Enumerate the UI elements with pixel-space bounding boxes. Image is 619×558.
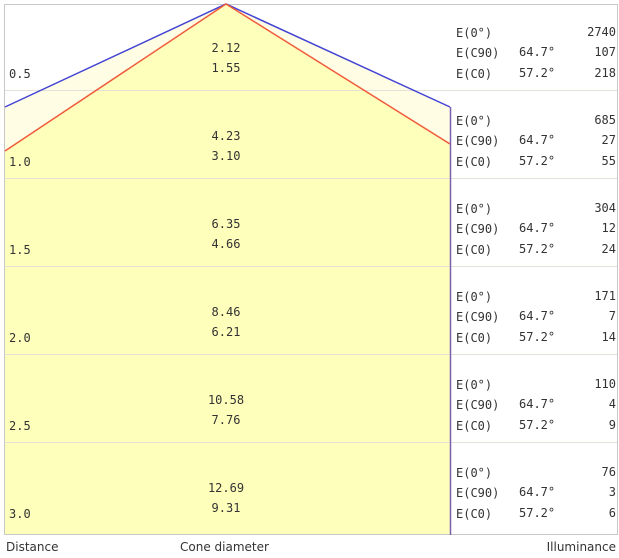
illuminance-e0-value: 2740	[587, 25, 616, 39]
illuminance-c90-value: 27	[601, 133, 616, 147]
cone-diameter-c90: 2.12	[211, 41, 241, 55]
illuminance-c90-value: 3	[608, 485, 616, 499]
illuminance-e0-label: E(0°)	[456, 466, 493, 480]
cone-diagram-frame	[4, 4, 618, 535]
cone-c0-fill	[5, 4, 450, 534]
illuminance-c90-label: E(C90)	[456, 486, 500, 500]
cone-diameter-c90: 6.35	[211, 217, 241, 231]
illuminance-c90-label: E(C90)	[456, 310, 500, 324]
illuminance-e0-value: 171	[594, 289, 616, 303]
illuminance-c90-value: 7	[608, 309, 616, 323]
illuminance-c90-angle: 64.7°	[519, 133, 556, 147]
distance-label: 3.0	[9, 507, 31, 521]
distance-label: 2.0	[9, 331, 31, 345]
cone-diameter-axis-label: Cone diameter	[180, 540, 269, 554]
illuminance-e0-value: 685	[594, 113, 616, 127]
distance-label: 1.5	[9, 243, 31, 257]
illuminance-c0-value: 24	[601, 242, 616, 256]
beam-c0-line	[4, 3, 451, 152]
illuminance-c90-value: 12	[601, 221, 616, 235]
illuminance-c0-label: E(C0)	[456, 507, 493, 521]
illuminance-c90-value: 107	[594, 45, 616, 59]
cone-diameter-c0: 6.21	[211, 325, 241, 339]
cone-diameter-c0: 9.31	[211, 501, 241, 515]
illuminance-c0-value: 9	[608, 418, 616, 432]
illuminance-e0-value: 76	[601, 465, 616, 479]
illuminance-c90-label: E(C90)	[456, 134, 500, 148]
illuminance-c0-label: E(C0)	[456, 419, 493, 433]
illuminance-c0-angle: 57.2°	[519, 506, 556, 520]
illuminance-e0-label: E(0°)	[456, 378, 493, 392]
illuminance-axis-label: Illuminance	[546, 540, 616, 554]
cone-diameter-c0: 3.10	[211, 149, 241, 163]
distance-axis-label: Distance	[6, 540, 59, 554]
illuminance-c0-label: E(C0)	[456, 67, 493, 81]
illuminance-c0-value: 55	[601, 154, 616, 168]
illuminance-c0-angle: 57.2°	[519, 154, 556, 168]
illuminance-e0-label: E(0°)	[456, 26, 493, 40]
illuminance-c0-value: 218	[594, 66, 616, 80]
row-dividers	[5, 90, 617, 443]
illuminance-c90-angle: 64.7°	[519, 309, 556, 323]
illuminance-c0-label: E(C0)	[456, 331, 493, 345]
illuminance-c0-angle: 57.2°	[519, 418, 556, 432]
illuminance-c90-label: E(C90)	[456, 398, 500, 412]
cone-diameter-c90: 4.23	[211, 129, 241, 143]
cone-diameter-c0: 1.55	[211, 61, 241, 75]
illuminance-c90-label: E(C90)	[456, 222, 500, 236]
distance-label: 1.0	[9, 155, 31, 169]
illuminance-c0-value: 6	[608, 506, 616, 520]
illuminance-c0-label: E(C0)	[456, 243, 493, 257]
cone-diameter-c90: 10.58	[207, 393, 245, 407]
illuminance-c0-angle: 57.2°	[519, 330, 556, 344]
cone-diameter-c0: 7.76	[211, 413, 241, 427]
illuminance-e0-label: E(0°)	[456, 114, 493, 128]
distance-label: 0.5	[9, 67, 31, 81]
illuminance-c90-value: 4	[608, 397, 616, 411]
cone-diameter-c90: 12.69	[207, 481, 245, 495]
illuminance-e0-label: E(0°)	[456, 290, 493, 304]
illuminance-e0-value: 110	[594, 377, 616, 391]
cone-diameter-c0: 4.66	[211, 237, 241, 251]
illuminance-c0-label: E(C0)	[456, 155, 493, 169]
illuminance-c0-value: 14	[601, 330, 616, 344]
illuminance-c90-angle: 64.7°	[519, 397, 556, 411]
illuminance-c90-angle: 64.7°	[519, 221, 556, 235]
illuminance-c0-angle: 57.2°	[519, 66, 556, 80]
illuminance-c90-angle: 64.7°	[519, 45, 556, 59]
illuminance-c0-angle: 57.2°	[519, 242, 556, 256]
illuminance-e0-label: E(0°)	[456, 202, 493, 216]
illuminance-c90-label: E(C90)	[456, 46, 500, 60]
distance-label: 2.5	[9, 419, 31, 433]
cone-diameter-c90: 8.46	[211, 305, 241, 319]
illuminance-e0-value: 304	[594, 201, 616, 215]
illuminance-c90-angle: 64.7°	[519, 485, 556, 499]
